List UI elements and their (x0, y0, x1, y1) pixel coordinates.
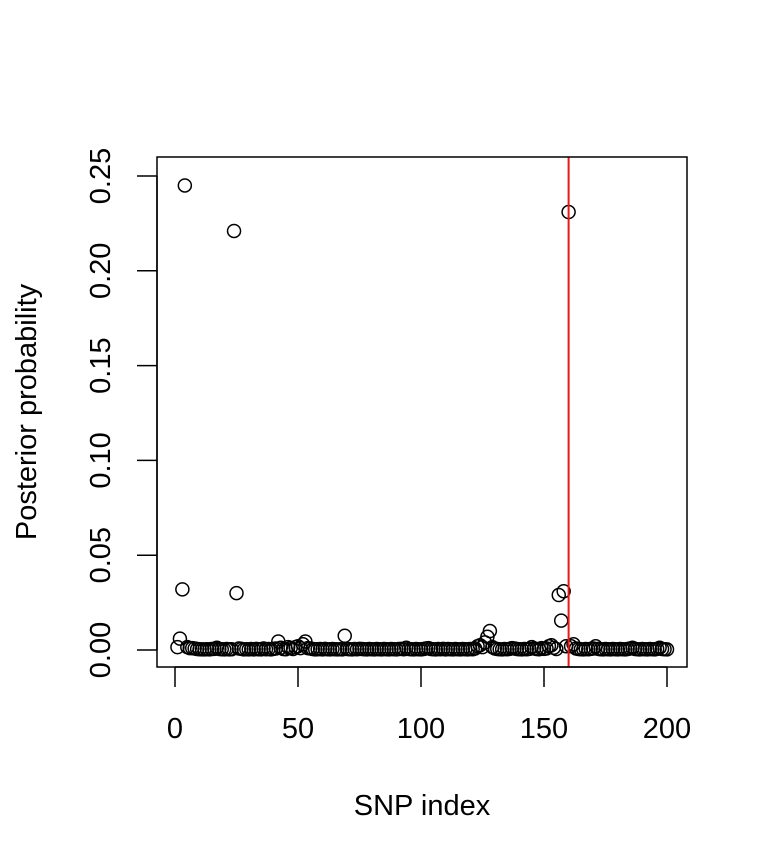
data-point-3 (175, 582, 190, 597)
x-axis-label: SNP index (354, 790, 491, 822)
y-axis-label: Posterior probability (11, 283, 43, 540)
data-point-4 (177, 178, 193, 193)
data-point-153 (544, 638, 559, 653)
y-tick-label-3: 0.15 (85, 337, 117, 393)
plot-frame (156, 156, 688, 668)
y-tick-label-2: 0.10 (85, 432, 117, 488)
x-tick-label-50: 50 (282, 713, 314, 745)
y-axis: 0.00 0.05 0.10 0.15 0.20 0.25 (85, 148, 158, 678)
y-tick-label-1: 0.05 (85, 527, 117, 583)
points-layer (170, 178, 675, 657)
x-tick-label-0: 0 (167, 713, 183, 745)
data-point-25 (229, 585, 244, 601)
y-tick-label-5: 0.25 (85, 148, 117, 204)
data-point-158 (556, 583, 571, 599)
x-tick-label-200: 200 (643, 713, 691, 745)
data-point-157 (553, 613, 569, 628)
data-point-69 (337, 628, 352, 644)
data-point-155 (549, 641, 564, 657)
x-tick-label-100: 100 (397, 713, 445, 745)
data-point-156 (551, 587, 567, 603)
data-point-200 (659, 642, 675, 657)
x-axis: 0 50 100 150 200 (167, 666, 691, 745)
x-tick-label-150: 150 (520, 713, 568, 745)
data-point-128 (482, 623, 498, 639)
data-point-24 (226, 223, 242, 239)
data-point-2 (172, 631, 188, 646)
y-tick-label-4: 0.20 (85, 243, 117, 299)
y-tick-label-0: 0.00 (85, 622, 117, 678)
